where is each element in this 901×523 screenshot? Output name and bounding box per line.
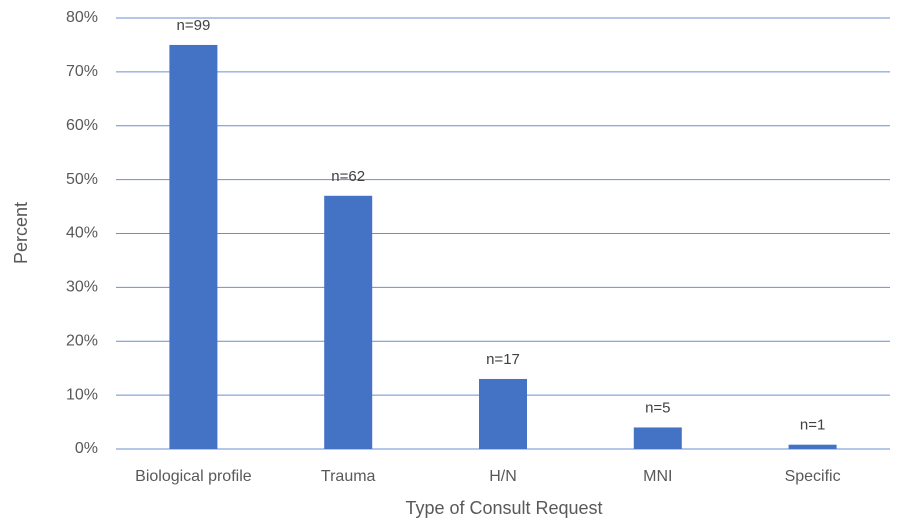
y-tick-label: 60% — [66, 117, 98, 134]
bar-annotation: n=1 — [800, 417, 825, 434]
bar-annotation: n=62 — [331, 168, 365, 185]
x-tick-label: Trauma — [321, 468, 376, 485]
bar — [169, 44, 218, 449]
y-tick-label: 10% — [66, 386, 98, 403]
x-tick-label: Biological profile — [135, 468, 252, 485]
x-axis-label: Type of Consult Request — [405, 498, 602, 518]
bar — [788, 444, 837, 449]
y-tick-label: 50% — [66, 171, 98, 188]
y-tick-label: 70% — [66, 63, 98, 80]
bar — [633, 427, 682, 449]
y-tick-label: 20% — [66, 332, 98, 349]
bar-annotation: n=5 — [645, 399, 670, 416]
y-tick-label: 0% — [75, 440, 98, 457]
x-tick-label: Specific — [785, 468, 841, 485]
bar-annotation: n=17 — [486, 351, 520, 368]
bar-annotation: n=99 — [177, 17, 211, 34]
x-tick-label: MNI — [643, 468, 672, 485]
y-tick-label: 30% — [66, 279, 98, 296]
bar — [324, 195, 373, 449]
bar — [479, 378, 527, 449]
y-tick-label: 40% — [66, 225, 98, 242]
x-tick-label: H/N — [489, 468, 517, 485]
y-tick-label: 80% — [66, 9, 98, 26]
y-axis-label: Percent — [11, 202, 31, 264]
